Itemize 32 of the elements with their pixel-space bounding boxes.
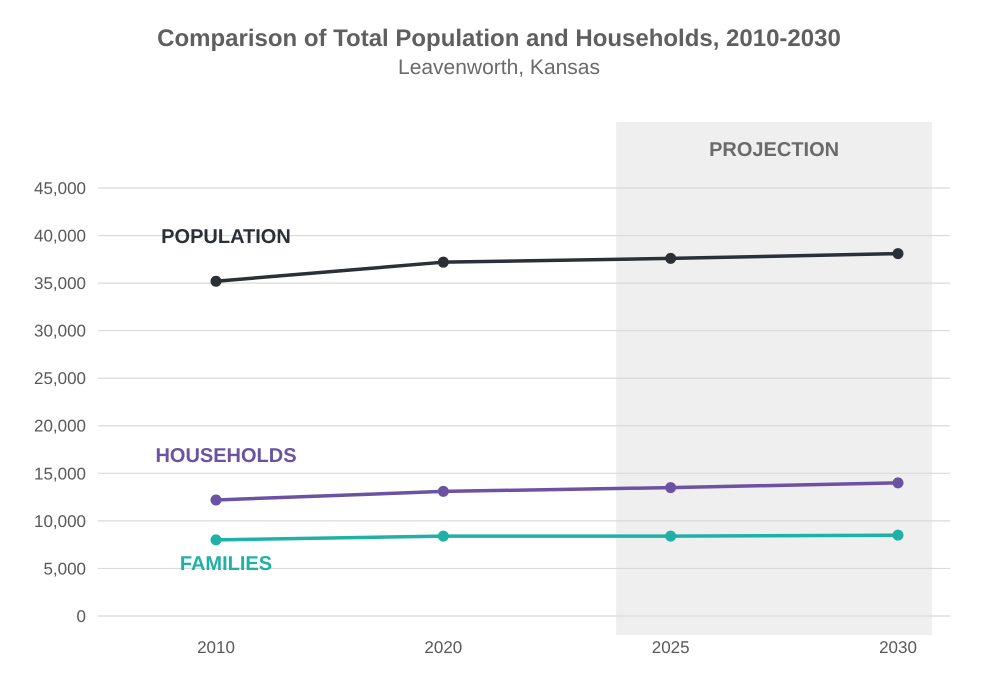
y-tick-label: 15,000	[34, 464, 86, 484]
chart-subtitle: Leavenworth, Kansas	[398, 56, 600, 79]
point	[210, 276, 222, 287]
y-tick-label: 0	[76, 606, 86, 626]
x-tick-label: 2020	[424, 638, 462, 657]
y-tick-label: 30,000	[34, 322, 86, 341]
y-tick-label: 35,000	[34, 274, 86, 294]
point	[210, 494, 222, 506]
point	[210, 534, 222, 546]
point	[892, 477, 904, 488]
band-label: PROJECTION	[709, 139, 840, 161]
point	[665, 252, 676, 264]
x-tick-label: 2025	[652, 638, 690, 657]
y-tick-label: 20,000	[34, 416, 86, 436]
series-label: HOUSEHOLDS	[155, 444, 297, 467]
y-tick-label: 10,000	[34, 512, 86, 531]
x-tick-label: 2030	[879, 638, 917, 657]
point	[438, 530, 449, 542]
point	[892, 248, 904, 260]
point	[438, 256, 449, 268]
chart-title: Comparison of Total Population and Households, 2010-2030	[157, 25, 841, 52]
point	[665, 482, 676, 494]
x-tick-label: 2010	[197, 638, 235, 657]
point	[438, 486, 449, 497]
y-tick-label: 25,000	[34, 369, 86, 388]
series-label: POPULATION	[161, 226, 291, 248]
y-tick-label: 45,000	[34, 178, 86, 198]
y-tick-label: 5,000	[43, 559, 86, 578]
point	[665, 530, 676, 542]
point	[892, 530, 904, 541]
y-tick-label: 40,000	[34, 226, 86, 246]
series-label: FAMILIES	[180, 552, 272, 575]
